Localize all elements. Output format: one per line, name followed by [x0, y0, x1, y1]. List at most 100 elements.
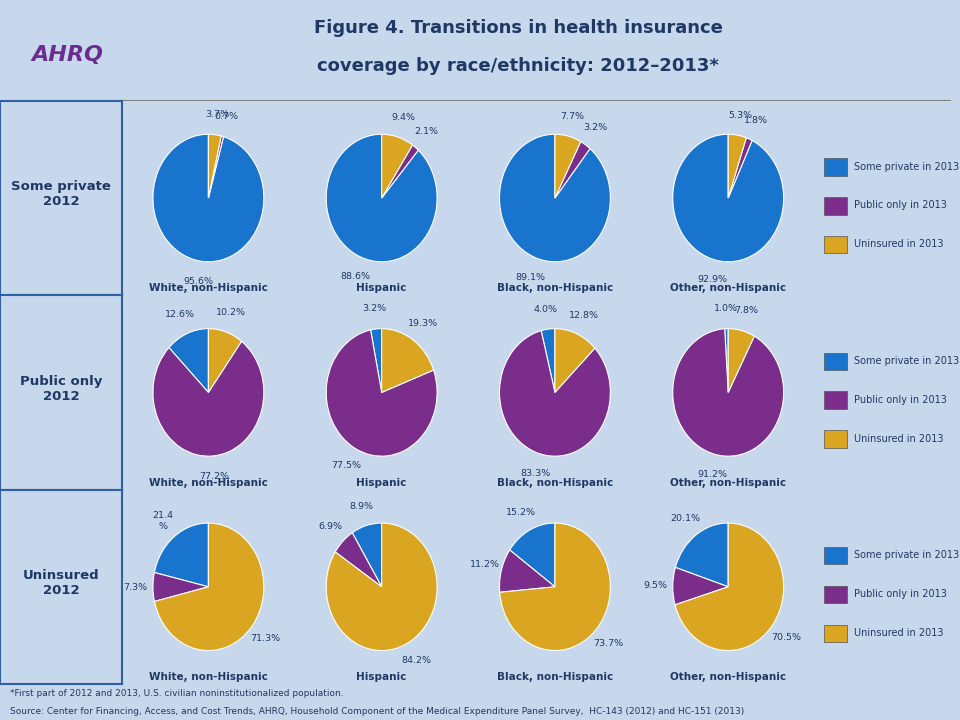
Wedge shape: [382, 134, 413, 198]
Text: 4.0%: 4.0%: [534, 305, 558, 314]
Wedge shape: [335, 533, 382, 587]
Bar: [824, 625, 847, 642]
Text: 12.6%: 12.6%: [165, 310, 195, 320]
Text: Public only in 2013: Public only in 2013: [854, 200, 947, 210]
Text: 89.1%: 89.1%: [516, 273, 545, 282]
Text: Black, non-Hispanic: Black, non-Hispanic: [497, 477, 613, 487]
Text: Some private
2012: Some private 2012: [11, 180, 110, 208]
Text: 84.2%: 84.2%: [401, 656, 431, 665]
Text: 2.1%: 2.1%: [414, 127, 438, 136]
Text: 1.0%: 1.0%: [714, 304, 738, 313]
Text: 1.8%: 1.8%: [744, 116, 768, 125]
Text: Figure 4. Transitions in health insurance: Figure 4. Transitions in health insuranc…: [314, 19, 723, 37]
Wedge shape: [153, 572, 208, 601]
Text: White, non-Hispanic: White, non-Hispanic: [149, 283, 268, 293]
Text: 7.3%: 7.3%: [123, 582, 148, 592]
Wedge shape: [673, 567, 729, 605]
Text: 11.2%: 11.2%: [469, 560, 499, 570]
Wedge shape: [499, 330, 611, 456]
Bar: [824, 392, 847, 409]
Text: 12.8%: 12.8%: [568, 310, 598, 320]
Wedge shape: [382, 145, 419, 198]
Wedge shape: [673, 329, 783, 456]
Wedge shape: [673, 134, 783, 262]
Text: 95.6%: 95.6%: [183, 276, 213, 286]
Bar: [824, 547, 847, 564]
Text: 5.3%: 5.3%: [729, 111, 753, 120]
Text: 10.2%: 10.2%: [216, 308, 247, 318]
Text: 88.6%: 88.6%: [341, 272, 371, 281]
Bar: [824, 431, 847, 448]
Wedge shape: [541, 328, 555, 392]
Wedge shape: [326, 523, 437, 651]
Wedge shape: [555, 134, 581, 198]
Text: Other, non-Hispanic: Other, non-Hispanic: [670, 283, 786, 293]
Text: Uninsured in 2013: Uninsured in 2013: [854, 628, 944, 638]
Wedge shape: [153, 134, 264, 262]
Wedge shape: [555, 328, 595, 392]
Text: 73.7%: 73.7%: [593, 639, 624, 648]
Text: Public only
2012: Public only 2012: [20, 374, 102, 402]
Wedge shape: [675, 523, 783, 651]
Wedge shape: [371, 328, 382, 392]
Wedge shape: [676, 523, 729, 587]
Wedge shape: [326, 330, 437, 456]
Wedge shape: [729, 134, 746, 198]
Wedge shape: [725, 328, 729, 392]
Text: Public only in 2013: Public only in 2013: [854, 395, 947, 405]
Wedge shape: [499, 134, 611, 262]
Wedge shape: [326, 134, 437, 262]
Bar: [824, 353, 847, 370]
Bar: [824, 158, 847, 176]
Text: *First part of 2012 and 2013, U.S. civilian noninstitutionalized population.: *First part of 2012 and 2013, U.S. civil…: [10, 690, 344, 698]
Text: Public only in 2013: Public only in 2013: [854, 589, 947, 599]
Wedge shape: [382, 328, 434, 392]
Wedge shape: [169, 328, 208, 392]
Wedge shape: [155, 523, 208, 587]
Wedge shape: [729, 328, 755, 392]
Bar: [824, 197, 847, 215]
Text: Uninsured in 2013: Uninsured in 2013: [854, 433, 944, 444]
Text: White, non-Hispanic: White, non-Hispanic: [149, 477, 268, 487]
Text: Some private in 2013: Some private in 2013: [854, 550, 959, 560]
Text: 9.4%: 9.4%: [391, 113, 415, 122]
Text: 6.9%: 6.9%: [319, 522, 343, 531]
Text: 77.5%: 77.5%: [331, 462, 361, 470]
Text: White, non-Hispanic: White, non-Hispanic: [149, 672, 268, 682]
Text: Uninsured
2012: Uninsured 2012: [23, 569, 99, 597]
Text: 15.2%: 15.2%: [506, 508, 537, 517]
Text: Uninsured in 2013: Uninsured in 2013: [854, 239, 944, 249]
Text: AHRQ: AHRQ: [32, 45, 103, 66]
Text: 71.3%: 71.3%: [251, 634, 280, 644]
Text: 8.9%: 8.9%: [349, 502, 373, 510]
Wedge shape: [729, 138, 752, 198]
Text: 83.3%: 83.3%: [520, 469, 550, 477]
Text: 3.7%: 3.7%: [204, 110, 228, 119]
Text: Hispanic: Hispanic: [356, 283, 407, 293]
Text: Black, non-Hispanic: Black, non-Hispanic: [497, 672, 613, 682]
Text: Hispanic: Hispanic: [356, 477, 407, 487]
Text: Source: Center for Financing, Access, and Cost Trends, AHRQ, Household Component: Source: Center for Financing, Access, an…: [10, 707, 744, 716]
Text: 91.2%: 91.2%: [698, 470, 728, 479]
Text: Some private in 2013: Some private in 2013: [854, 356, 959, 366]
Bar: [824, 236, 847, 253]
Wedge shape: [208, 134, 221, 198]
Text: Other, non-Hispanic: Other, non-Hispanic: [670, 477, 786, 487]
Text: 3.2%: 3.2%: [362, 305, 386, 313]
Text: Hispanic: Hispanic: [356, 672, 407, 682]
Text: coverage by race/ethnicity: 2012–2013*: coverage by race/ethnicity: 2012–2013*: [318, 56, 719, 74]
Text: Black, non-Hispanic: Black, non-Hispanic: [497, 283, 613, 293]
Text: 70.5%: 70.5%: [772, 633, 802, 642]
Text: 19.3%: 19.3%: [408, 319, 439, 328]
Text: 21.4
%: 21.4 %: [153, 511, 174, 531]
Text: Other, non-Hispanic: Other, non-Hispanic: [670, 672, 786, 682]
Wedge shape: [510, 523, 555, 587]
Text: 20.1%: 20.1%: [670, 515, 700, 523]
Wedge shape: [555, 142, 590, 198]
Text: 3.2%: 3.2%: [583, 123, 608, 132]
Wedge shape: [155, 523, 264, 651]
Wedge shape: [500, 523, 611, 651]
Text: 92.9%: 92.9%: [697, 276, 727, 284]
Text: 0.7%: 0.7%: [215, 112, 239, 121]
Text: Some private in 2013: Some private in 2013: [854, 161, 959, 171]
